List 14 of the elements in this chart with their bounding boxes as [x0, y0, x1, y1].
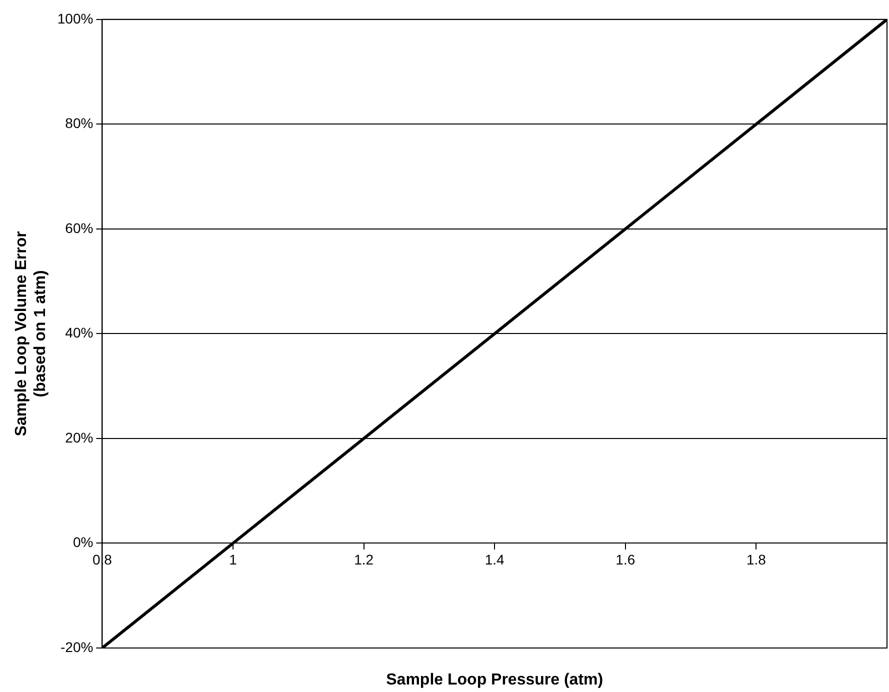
y-tick-label: 40%	[65, 324, 94, 341]
x-tick-label: 1.6	[616, 551, 636, 568]
x-tick-label: 1.8	[746, 551, 766, 568]
y-tick-label: 0%	[72, 534, 94, 550]
x-tick-label: 1	[229, 551, 238, 568]
y-tick-label: 20%	[65, 429, 94, 446]
x-axis-title: Sample Loop Pressure (atm)	[386, 671, 604, 688]
y-tick-label: -20%	[60, 638, 94, 655]
y-tick-label: 100%	[57, 10, 94, 26]
y-tick-label: 80%	[65, 115, 94, 132]
x-tick-label: 1.2	[354, 551, 374, 568]
y-tick-label: 60%	[65, 220, 94, 236]
y-axis-title: Sample Loop Volume Error (based on 1 atm)	[13, 231, 50, 436]
x-tick-label: 1.4	[484, 551, 505, 568]
